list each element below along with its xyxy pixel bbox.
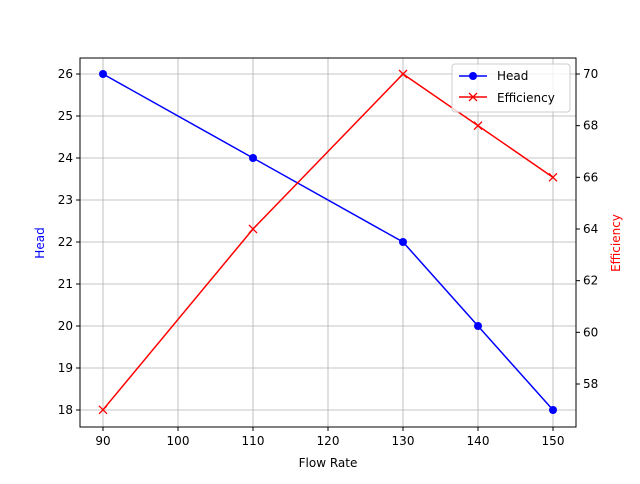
x-tick-label: 100 <box>167 434 190 448</box>
y-tick-label: 24 <box>58 151 73 165</box>
x-marker-icon <box>468 92 478 102</box>
y-tick-label: 26 <box>58 67 73 81</box>
head-data-point <box>99 70 107 78</box>
head-data-point <box>549 406 557 414</box>
y-tick-label: 19 <box>58 361 73 375</box>
y-tick-label: 21 <box>58 277 73 291</box>
efficiency-data-point <box>548 172 558 182</box>
legend-label-efficiency: Efficiency <box>497 91 555 105</box>
y2-tick-label: 66 <box>583 170 598 184</box>
efficiency-data-point <box>98 405 108 415</box>
y-tick-label: 22 <box>58 235 73 249</box>
x-axis-label: Flow Rate <box>299 456 358 470</box>
y2-tick-label: 64 <box>583 222 598 236</box>
head-data-point <box>399 238 407 246</box>
y2-tick-label: 60 <box>583 325 598 339</box>
y-tick-label: 20 <box>58 319 73 333</box>
x-axis-ticks: 90 100 110 120 130 140 150 <box>95 427 564 448</box>
efficiency-data-point <box>398 69 408 79</box>
y-axis-left-ticks: 18 19 20 21 22 23 24 25 26 <box>58 67 80 417</box>
grid-lines <box>80 58 576 427</box>
head-data-point <box>249 154 257 162</box>
y-tick-label: 18 <box>58 403 73 417</box>
y-tick-label: 25 <box>58 109 73 123</box>
head-data-point <box>474 322 482 330</box>
efficiency-data-point <box>473 121 483 131</box>
x-tick-label: 130 <box>392 434 415 448</box>
y2-tick-label: 62 <box>583 274 598 288</box>
y2-tick-label: 70 <box>583 67 598 81</box>
y-axis-left-label: Head <box>33 227 47 258</box>
y-tick-label: 23 <box>58 193 73 207</box>
y2-tick-label: 58 <box>583 377 598 391</box>
x-tick-label: 90 <box>95 434 110 448</box>
legend-label-head: Head <box>497 69 528 83</box>
y-axis-right-label: Efficiency <box>609 214 623 272</box>
series-efficiency <box>98 69 558 415</box>
y2-tick-label: 68 <box>583 119 598 133</box>
circle-marker-icon <box>469 72 477 80</box>
legend: Head Efficiency <box>451 63 571 113</box>
x-tick-label: 110 <box>242 434 265 448</box>
series-head <box>99 70 557 414</box>
x-tick-label: 140 <box>467 434 490 448</box>
y-axis-right-ticks: 58 60 62 64 66 68 70 <box>576 67 598 391</box>
x-tick-label: 150 <box>542 434 565 448</box>
efficiency-data-point <box>248 224 258 234</box>
x-tick-label: 120 <box>317 434 340 448</box>
